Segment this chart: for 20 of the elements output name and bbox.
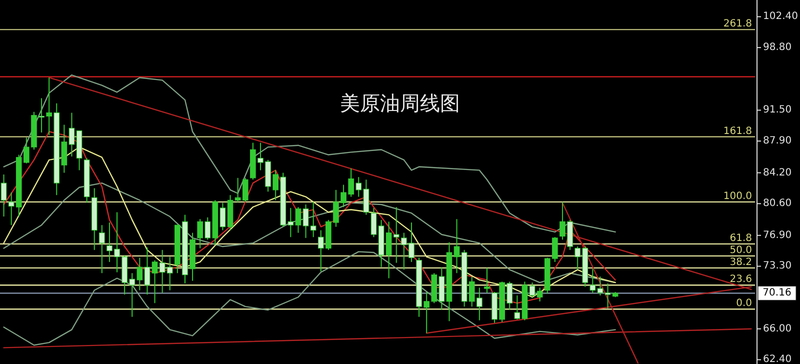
annotation: 50.0 xyxy=(730,244,752,256)
annotation: 261.8 xyxy=(723,18,752,30)
annotation: 0.0 xyxy=(736,298,752,310)
annotation: 23.6 xyxy=(730,274,752,286)
y-tick-label: 84.20 xyxy=(763,167,792,178)
y-tick-label: 98.80 xyxy=(763,42,792,54)
y-tick-label: 76.90 xyxy=(763,230,792,241)
annotation: 38.2 xyxy=(730,256,752,268)
ref-line-label: 70.16 xyxy=(762,288,792,299)
annotation: 61.8 xyxy=(730,232,752,244)
y-tick-label: 91.50 xyxy=(763,104,792,116)
y-tick-label: 80.60 xyxy=(763,198,792,210)
y-tick-label: 102.40 xyxy=(763,11,798,22)
y-tick-label: 73.30 xyxy=(763,260,792,272)
y-tick-label: 62.40 xyxy=(763,354,792,364)
annotation: 100.0 xyxy=(723,190,752,202)
y-tick-label: 66.00 xyxy=(763,323,792,334)
annotation: 161.8 xyxy=(723,126,752,137)
text: 美原油周线图 xyxy=(340,91,460,115)
y-tick-label: 87.90 xyxy=(763,136,792,147)
